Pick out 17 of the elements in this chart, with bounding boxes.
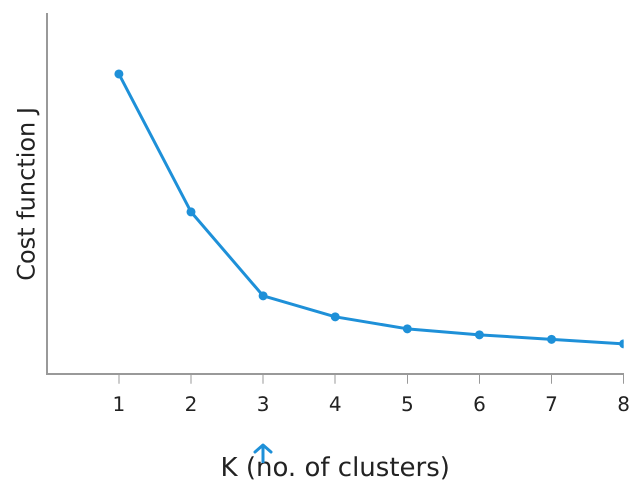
point bbox=[474, 330, 484, 340]
x-tick-label: 1 bbox=[112, 392, 126, 416]
point bbox=[402, 324, 412, 334]
point bbox=[258, 291, 268, 300]
x-tick-label: 7 bbox=[545, 392, 558, 416]
x-tick-label: 8 bbox=[617, 392, 630, 416]
point bbox=[547, 334, 556, 344]
x-axis-title: K (no. of clusters) bbox=[220, 453, 450, 484]
y-axis-title: Cost function J bbox=[12, 107, 41, 281]
x-tick-label: 6 bbox=[473, 392, 486, 416]
x-tick-label: 4 bbox=[328, 392, 342, 416]
x-tick-label: 5 bbox=[400, 392, 414, 416]
x-tick-label: 3 bbox=[256, 392, 270, 416]
point bbox=[186, 207, 196, 216]
x-tick-label: 2 bbox=[184, 392, 198, 416]
point bbox=[114, 69, 124, 78]
point bbox=[330, 312, 340, 322]
